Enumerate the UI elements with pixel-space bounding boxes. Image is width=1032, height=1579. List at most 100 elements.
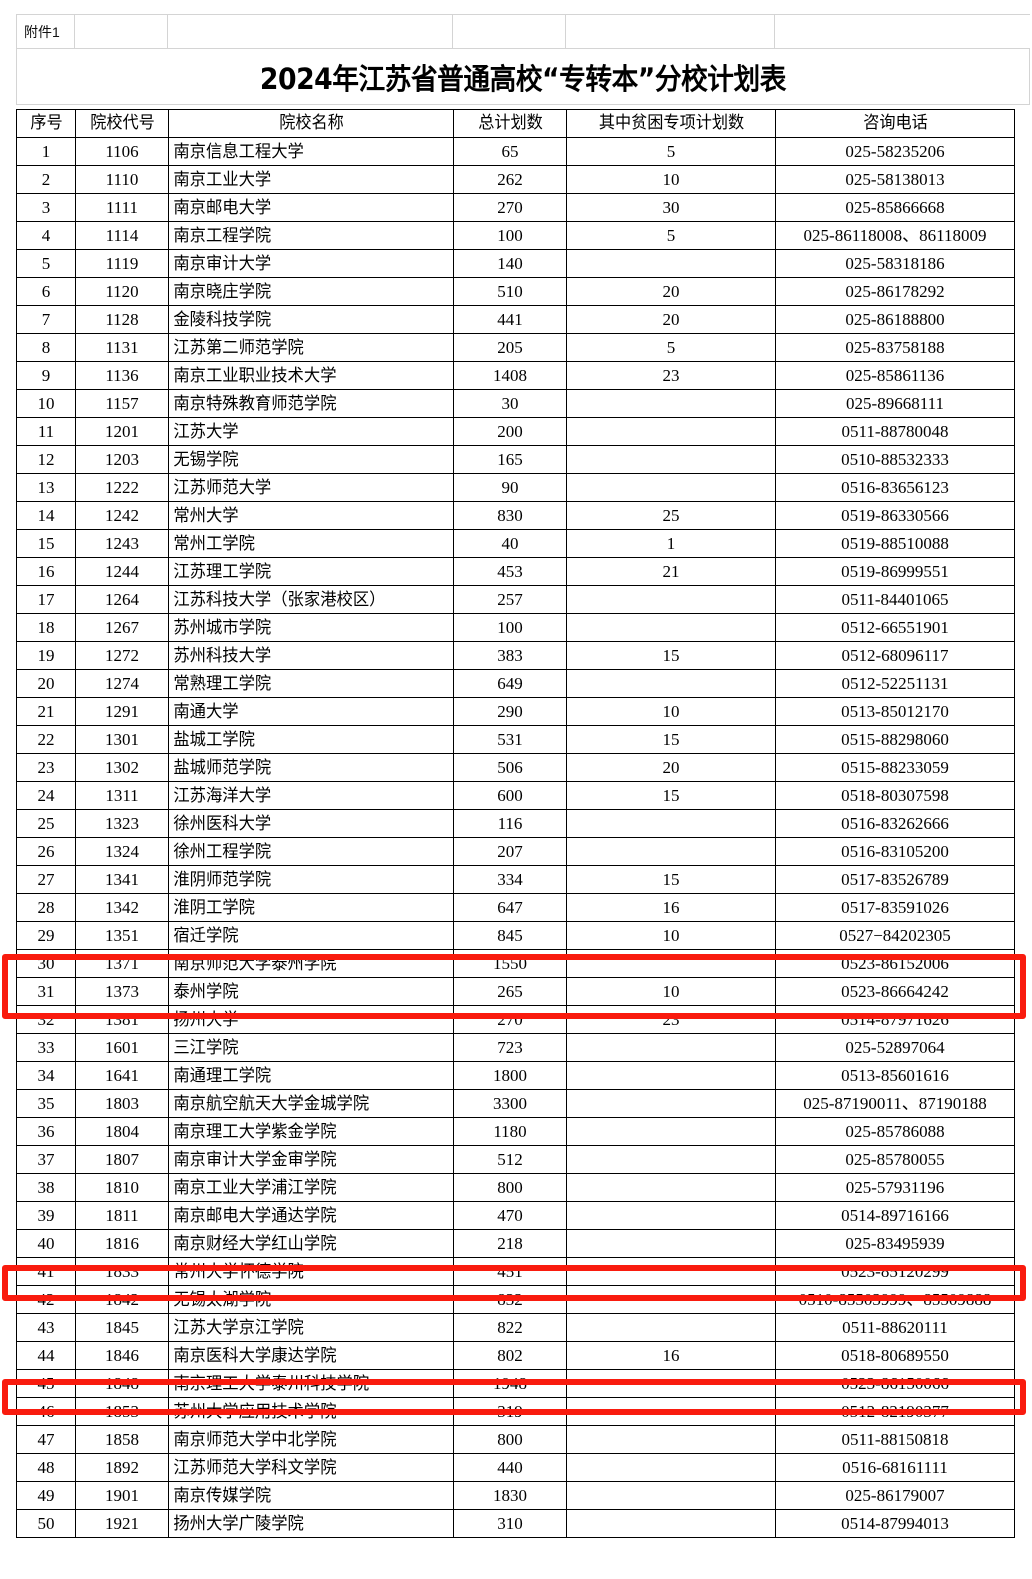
cell-total: 1830 — [453, 1481, 567, 1510]
cell-name: 盐城师范学院 — [168, 753, 443, 782]
cell-poor — [566, 1369, 776, 1398]
cell-code: 1373 — [75, 977, 169, 1006]
cell-poor — [566, 1201, 776, 1230]
cell-code: 1264 — [75, 585, 169, 614]
cell-tel: 025-86118008、86118009 — [775, 221, 1015, 250]
table-row: 35 1803 南京航空航天大学金城学院 3300 025-87190011、87190… — [16, 1089, 1015, 1118]
cell-total: 257 — [453, 585, 567, 614]
cell-tel: 025-83495939 — [775, 1229, 1015, 1258]
cell-name: 南京医科大学康达学院 — [168, 1341, 443, 1370]
cell-poor: 21 — [566, 557, 776, 586]
cell-seq: 50 — [16, 1509, 76, 1538]
table-row: 25 1323 徐州医科大学 116 0516-83262666 — [16, 809, 1015, 838]
cell-total: 265 — [453, 977, 567, 1006]
table-body: 1 1106 南京信息工程大学 65 5 025-58235206 2 1110 南京工业大学 2… — [16, 137, 1015, 1538]
cell-code: 1833 — [75, 1257, 169, 1286]
cell-poor: 5 — [566, 333, 776, 362]
table-row: 42 1842 无锡太湖学院 832 0510-85503999、85509888 — [16, 1285, 1015, 1314]
cell-name: 南通理工学院 — [168, 1061, 443, 1090]
cell-poor — [566, 585, 776, 614]
cell-total: 3300 — [453, 1089, 567, 1118]
cell-tel: 0511-88780048 — [775, 417, 1015, 446]
cell-tel: 025-86179007 — [775, 1481, 1015, 1510]
cell-poor — [566, 669, 776, 698]
cell-name: 常州工学院 — [168, 529, 443, 558]
cell-total: 647 — [453, 893, 567, 922]
cell-poor — [566, 1257, 776, 1286]
cell-poor: 15 — [566, 641, 776, 670]
table-row: 49 1901 南京传媒学院 1830 025-86179007 — [16, 1481, 1015, 1510]
table-row: 34 1641 南通理工学院 1800 0513-85601616 — [16, 1061, 1015, 1090]
cell-seq: 11 — [16, 417, 76, 446]
cell-seq: 21 — [16, 697, 76, 726]
table-row: 1 1106 南京信息工程大学 65 5 025-58235206 — [16, 137, 1015, 166]
cell-name: 扬州大学 — [168, 1005, 443, 1034]
column-header-code: 院校代号 — [77, 109, 167, 138]
cell-name: 苏州大学应用技术学院 — [168, 1397, 443, 1426]
cell-seq: 32 — [16, 1005, 76, 1034]
cell-total: 90 — [453, 473, 567, 502]
cell-name: 南京财经大学红山学院 — [168, 1229, 443, 1258]
cell-code: 1371 — [75, 949, 169, 978]
cell-total: 207 — [453, 837, 567, 866]
cell-seq: 18 — [16, 613, 76, 642]
cell-name: 南京审计大学金审学院 — [168, 1145, 443, 1174]
table-row: 16 1244 江苏理工学院 453 21 0519-86999551 — [16, 557, 1015, 586]
table-row: 43 1845 江苏大学京江学院 822 0511-88620111 — [16, 1313, 1015, 1342]
cell-total: 1800 — [453, 1061, 567, 1090]
cell-name: 无锡学院 — [168, 445, 443, 474]
cell-name: 南京邮电大学 — [168, 193, 443, 222]
cell-seq: 29 — [16, 921, 76, 950]
cell-code: 1267 — [75, 613, 169, 642]
cell-tel: 0513-85012170 — [775, 697, 1015, 726]
cell-code: 1301 — [75, 725, 169, 754]
table-row: 5 1119 南京审计大学 140 025-58318186 — [16, 249, 1015, 278]
cell-seq: 37 — [16, 1145, 76, 1174]
cell-poor: 23 — [566, 1005, 776, 1034]
cell-total: 383 — [453, 641, 567, 670]
cell-name: 泰州学院 — [168, 977, 443, 1006]
cell-seq: 15 — [16, 529, 76, 558]
cell-code: 1853 — [75, 1397, 169, 1426]
cell-code: 1921 — [75, 1509, 169, 1538]
cell-poor: 30 — [566, 193, 776, 222]
cell-poor: 15 — [566, 725, 776, 754]
cell-code: 1272 — [75, 641, 169, 670]
cell-seq: 34 — [16, 1061, 76, 1090]
cell-code: 1901 — [75, 1481, 169, 1510]
cell-seq: 35 — [16, 1089, 76, 1118]
table-row: 39 1811 南京邮电大学通达学院 470 0514-89716166 — [16, 1201, 1015, 1230]
cell-code: 1858 — [75, 1425, 169, 1454]
cell-seq: 30 — [16, 949, 76, 978]
cell-seq: 25 — [16, 809, 76, 838]
table-row: 14 1242 常州大学 830 25 0519-86330566 — [16, 501, 1015, 530]
page-title: 2024年江苏省普通高校“专转本”分校计划表 — [259, 61, 787, 96]
cell-total: 40 — [453, 529, 567, 558]
cell-total: 319 — [453, 1397, 567, 1426]
cell-name: 南京工业大学 — [168, 165, 443, 194]
cell-tel: 0523-86150066 — [775, 1369, 1015, 1398]
cell-tel: 0523-86664242 — [775, 977, 1015, 1006]
cell-total: 334 — [453, 865, 567, 894]
cell-code: 1114 — [75, 221, 169, 250]
cell-poor — [566, 249, 776, 278]
cell-code: 1848 — [75, 1369, 169, 1398]
cell-code: 1131 — [75, 333, 169, 362]
cell-name: 江苏大学 — [168, 417, 443, 446]
cell-name: 徐州医科大学 — [168, 809, 443, 838]
cell-poor — [566, 1397, 776, 1426]
cell-seq: 16 — [16, 557, 76, 586]
cell-seq: 19 — [16, 641, 76, 670]
cell-name: 南京工程学院 — [168, 221, 443, 250]
cell-poor: 1 — [566, 529, 776, 558]
column-header-poor: 其中贫困专项计划数 — [571, 109, 771, 138]
cell-code: 1810 — [75, 1173, 169, 1202]
cell-name: 南京工业大学浦江学院 — [168, 1173, 443, 1202]
table-row: 26 1324 徐州工程学院 207 0516-83105200 — [16, 837, 1015, 866]
cell-total: 723 — [453, 1033, 567, 1062]
cell-poor — [566, 809, 776, 838]
cell-poor — [566, 1425, 776, 1454]
table-header-row: 序号 院校代号 院校名称 总计划数 其中贫困专项计划数 咨询电话 — [17, 109, 1015, 138]
table-row: 9 1136 南京工业职业技术大学 1408 23 025-85861136 — [16, 361, 1015, 390]
